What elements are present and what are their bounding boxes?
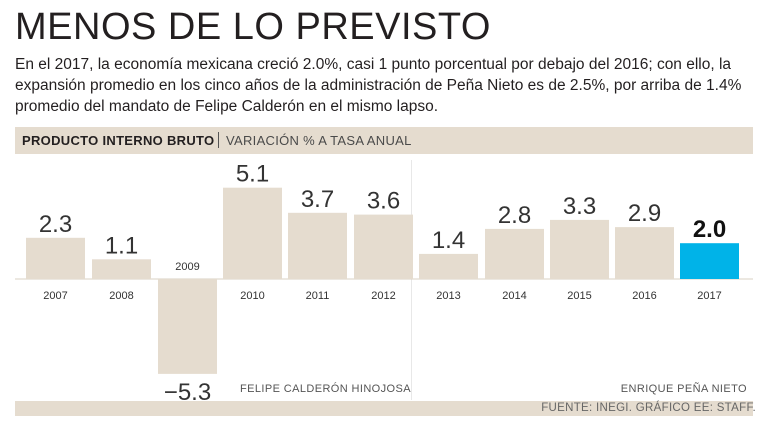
chart-title: PRODUCTO INTERNO BRUTO [22,133,215,148]
bar-2015 [550,219,609,279]
value-label-2007: 2.3 [39,211,72,238]
value-label-2008: 1.1 [105,232,138,259]
value-label-2010: 5.1 [236,161,269,188]
value-label-2012: 3.6 [367,188,400,215]
category-label-2013: 2013 [436,290,460,302]
bar-2016 [615,227,674,279]
category-label-2010: 2010 [240,290,264,302]
bar-2009 [158,279,217,374]
value-label-2015: 3.3 [563,193,596,220]
chart-subtitle: VARIACIÓN % A TASA ANUAL [226,133,412,148]
category-label-2011: 2011 [306,290,330,302]
bar-2007 [26,237,85,279]
category-label-2016: 2016 [632,290,656,302]
value-label-2011: 3.7 [301,186,334,213]
footer-bar [15,401,753,416]
header-separator [218,132,219,148]
value-label-2013: 1.4 [432,227,465,254]
bar-2010 [223,187,282,279]
value-label-2017: 2.0 [693,216,726,243]
category-label-2012: 2012 [371,290,395,302]
category-label-2009: 2009 [175,261,199,273]
value-label-2016: 2.9 [628,200,661,227]
bar-2013 [419,253,478,279]
page-title: MENOS DE LO PREVISTO [15,6,491,48]
category-label-2015: 2015 [567,290,591,302]
bar-2012 [354,214,413,279]
bar-2011 [288,212,347,279]
chart-header-bar: PRODUCTO INTERNO BRUTO VARIACIÓN % A TAS… [15,127,753,154]
source-note: FUENTE: INEGI. GRÁFICO EE: STAFF. [541,402,756,414]
value-label-2014: 2.8 [498,202,531,229]
category-label-2008: 2008 [109,290,133,302]
annotation-pena-nieto: ENRIQUE PEÑA NIETO [621,382,747,395]
annotation-calderon: FELIPE CALDERÓN HINOJOSA [240,382,411,395]
page-subtitle: En el 2017, la economía mexicana creció … [15,56,742,115]
category-label-2017: 2017 [697,290,721,302]
category-label-2007: 2007 [43,290,67,302]
period-divider [411,160,412,400]
bar-2014 [485,228,544,279]
bar-2008 [92,259,151,279]
bar-2017 [680,243,739,279]
category-label-2014: 2014 [502,290,526,302]
